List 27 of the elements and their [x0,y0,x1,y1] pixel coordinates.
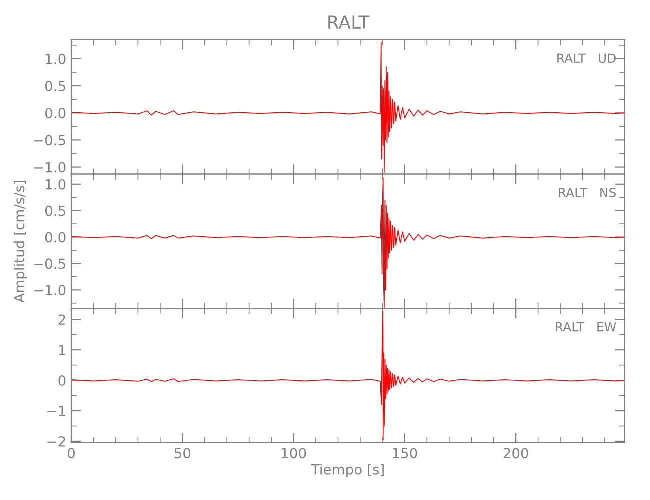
y-tick-label: 1.0 [46,54,66,64]
y-tick-label: 0.0 [45,232,66,243]
x-tick-label: 150 [393,448,418,459]
y-tick-label: −0.5 [34,258,66,270]
y-tick-label: 0.0 [45,108,66,119]
y-tick-label: −1.0 [34,285,66,296]
y-axis-title: Amplitud [cm/s/s] [14,181,28,303]
y-tick-label: 1.0 [46,179,66,190]
line-series [72,311,625,441]
x-tick-label: 50 [174,448,191,459]
annotation: RALT EW [556,322,616,332]
y-tick-label: 0.5 [45,81,66,92]
x-tick-label: 0 [68,448,75,459]
annotation: RALT NS [559,188,616,198]
y-tick-label: 1 [59,345,66,356]
x-axis-title: Tiempo [s] [311,464,384,478]
x-tick-label: 200 [504,448,528,459]
x-tick-label: 100 [282,448,306,459]
y-tick-label: −1.0 [34,162,66,173]
y-tick-label: 0 [58,376,66,386]
y-tick-label: −0.5 [34,135,66,146]
y-tick-label: −2 [48,436,66,447]
annotation: RALT UD [558,54,616,64]
y-tick-label: 2 [58,314,66,325]
y-tick-label: 0.5 [45,206,66,216]
y-tick-label: −1 [48,406,66,416]
chart-title: RALT [328,16,370,29]
